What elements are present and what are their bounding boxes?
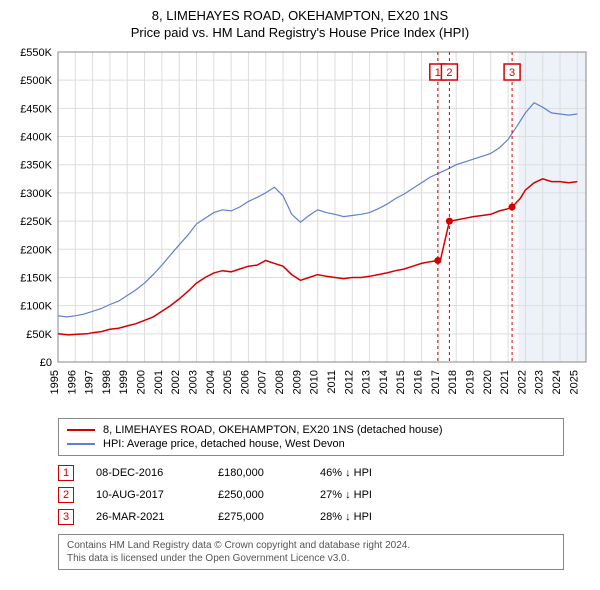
attribution-footer: Contains HM Land Registry data © Crown c…	[58, 534, 564, 570]
svg-text:2019: 2019	[464, 370, 476, 394]
svg-text:2010: 2010	[309, 370, 321, 394]
legend-item-hpi: HPI: Average price, detached house, West…	[67, 437, 555, 451]
event-price: £180,000	[218, 467, 298, 479]
svg-text:£300K: £300K	[20, 188, 52, 200]
svg-text:2011: 2011	[326, 370, 338, 394]
svg-text:£50K: £50K	[26, 329, 52, 341]
svg-text:2002: 2002	[170, 370, 182, 394]
svg-text:2023: 2023	[534, 370, 546, 394]
svg-text:2000: 2000	[136, 370, 148, 394]
event-price: £275,000	[218, 511, 298, 523]
svg-text:£400K: £400K	[20, 132, 52, 144]
svg-text:2001: 2001	[153, 370, 165, 394]
svg-text:1999: 1999	[118, 370, 130, 394]
chart-svg: £0 £50K £100K £150K £200K £250K £300K £350K £400…	[0, 44, 600, 412]
svg-text:2: 2	[446, 67, 452, 79]
event-diff: 27% ↓ HPI	[320, 489, 410, 501]
svg-text:£500K: £500K	[20, 75, 52, 87]
svg-text:£150K: £150K	[20, 272, 52, 284]
svg-text:2005: 2005	[222, 370, 234, 394]
svg-text:£550K: £550K	[20, 47, 52, 59]
event-date: 08-DEC-2016	[96, 467, 196, 479]
svg-text:2008: 2008	[274, 370, 286, 394]
event-marker-icon: 2	[58, 487, 74, 503]
legend-swatch-blue	[67, 443, 95, 445]
event-date: 10-AUG-2017	[96, 489, 196, 501]
svg-text:1995: 1995	[49, 370, 61, 394]
svg-text:2018: 2018	[447, 370, 459, 394]
event-price: £250,000	[218, 489, 298, 501]
svg-text:£250K: £250K	[20, 216, 52, 228]
svg-text:2009: 2009	[291, 370, 303, 394]
chart-container: 8, LIMEHAYES ROAD, OKEHAMPTON, EX20 1NS …	[0, 0, 600, 570]
footer-line: This data is licensed under the Open Gov…	[67, 552, 555, 565]
svg-text:2020: 2020	[482, 370, 494, 394]
event-diff: 28% ↓ HPI	[320, 511, 410, 523]
event-diff: 46% ↓ HPI	[320, 467, 410, 479]
svg-text:2015: 2015	[395, 370, 407, 394]
svg-text:£0: £0	[40, 357, 52, 369]
legend-swatch-red	[67, 429, 95, 431]
events-table: 1 08-DEC-2016 £180,000 46% ↓ HPI 2 10-AU…	[58, 462, 564, 528]
svg-text:£450K: £450K	[20, 103, 52, 115]
legend: 8, LIMEHAYES ROAD, OKEHAMPTON, EX20 1NS …	[58, 418, 564, 456]
chart-title: 8, LIMEHAYES ROAD, OKEHAMPTON, EX20 1NS …	[0, 0, 600, 44]
footer-line: Contains HM Land Registry data © Crown c…	[67, 539, 555, 552]
legend-label: HPI: Average price, detached house, West…	[103, 438, 345, 450]
svg-text:3: 3	[509, 67, 515, 79]
svg-text:2003: 2003	[187, 370, 199, 394]
svg-text:1998: 1998	[101, 370, 113, 394]
title-address: 8, LIMEHAYES ROAD, OKEHAMPTON, EX20 1NS	[0, 8, 600, 23]
svg-text:2021: 2021	[499, 370, 511, 394]
svg-text:1997: 1997	[84, 370, 96, 394]
event-row: 1 08-DEC-2016 £180,000 46% ↓ HPI	[58, 462, 564, 484]
event-row: 2 10-AUG-2017 £250,000 27% ↓ HPI	[58, 484, 564, 506]
event-row: 3 26-MAR-2021 £275,000 28% ↓ HPI	[58, 506, 564, 528]
legend-label: 8, LIMEHAYES ROAD, OKEHAMPTON, EX20 1NS …	[103, 424, 443, 436]
svg-text:1996: 1996	[66, 370, 78, 394]
svg-text:£350K: £350K	[20, 160, 52, 172]
svg-text:2017: 2017	[430, 370, 442, 394]
event-marker-icon: 3	[58, 509, 74, 525]
svg-text:2006: 2006	[239, 370, 251, 394]
svg-text:2013: 2013	[361, 370, 373, 394]
svg-text:2007: 2007	[257, 370, 269, 394]
svg-text:2016: 2016	[413, 370, 425, 394]
svg-text:2004: 2004	[205, 370, 217, 394]
event-date: 26-MAR-2021	[96, 511, 196, 523]
svg-text:2014: 2014	[378, 370, 390, 394]
svg-text:£200K: £200K	[20, 244, 52, 256]
svg-text:2022: 2022	[516, 370, 528, 394]
event-marker-icon: 1	[58, 465, 74, 481]
svg-text:2012: 2012	[343, 370, 355, 394]
plot-area: £0 £50K £100K £150K £200K £250K £300K £350K £400…	[0, 44, 600, 412]
svg-text:1: 1	[435, 67, 441, 79]
svg-text:2025: 2025	[568, 370, 580, 394]
svg-text:2024: 2024	[551, 370, 563, 394]
title-subtitle: Price paid vs. HM Land Registry's House …	[0, 25, 600, 40]
svg-text:£100K: £100K	[20, 301, 52, 313]
legend-item-property: 8, LIMEHAYES ROAD, OKEHAMPTON, EX20 1NS …	[67, 423, 555, 437]
